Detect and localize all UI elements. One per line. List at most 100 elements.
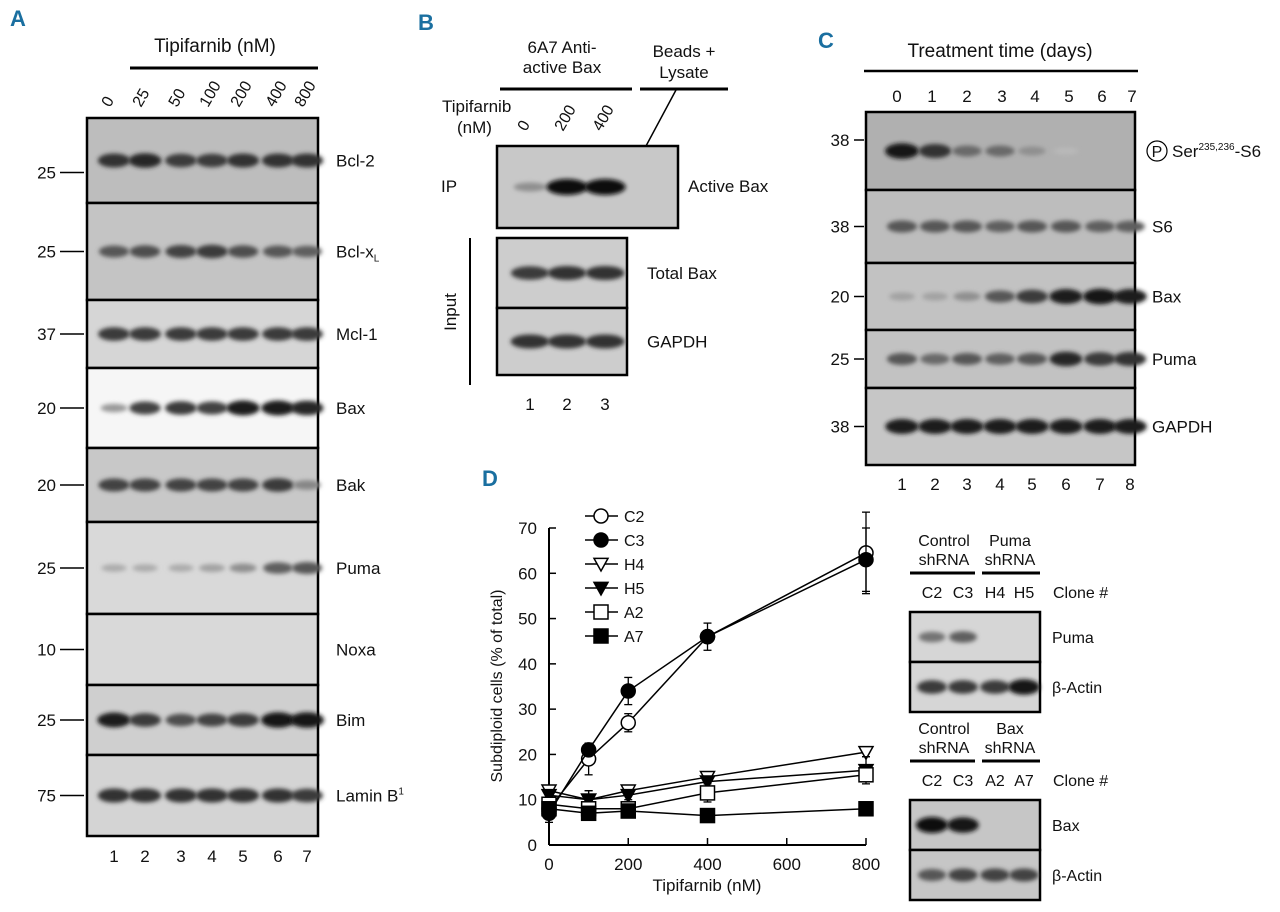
band (919, 220, 951, 233)
phospho-icon (1146, 140, 1168, 162)
clone-label: H4 (985, 585, 1006, 602)
data-point (858, 801, 874, 817)
concentration-label: 400 (263, 78, 291, 110)
blot-bak (85, 446, 321, 524)
clone-label: A2 (985, 773, 1005, 790)
band (165, 245, 197, 258)
band (510, 266, 550, 280)
blot-strip-c (864, 386, 1147, 467)
band (1049, 289, 1083, 304)
band (195, 788, 229, 803)
band (97, 788, 131, 803)
band (226, 153, 260, 168)
blot-strip-c (864, 261, 1147, 332)
band (952, 145, 982, 157)
panel-letter: C (818, 28, 834, 53)
blot-bcl-2 (85, 116, 324, 205)
band (227, 713, 259, 727)
blot-input (495, 306, 629, 377)
band (165, 153, 197, 168)
band (1049, 419, 1083, 434)
protein-label: Bim (336, 711, 365, 730)
group-label: Puma (989, 533, 1031, 550)
band (98, 327, 130, 341)
concentration-label: 0 (515, 118, 534, 134)
blot-active-bax (495, 144, 680, 230)
clone-label-header: Clone # (1053, 773, 1108, 790)
lane-number: 3 (600, 395, 609, 414)
data-point (620, 683, 636, 699)
phospho-symbol: P (1152, 144, 1163, 161)
band (951, 353, 983, 365)
legend-marker (592, 581, 610, 597)
legend-label: C3 (624, 533, 645, 550)
legend-marker (593, 604, 609, 620)
band (950, 419, 984, 434)
band (291, 327, 323, 341)
panel-letter: A (10, 6, 26, 31)
protein-label: Noxa (336, 641, 376, 660)
mw-marker: 25 (831, 350, 850, 369)
clone-label: C2 (922, 585, 943, 602)
mw-marker: 10 (37, 641, 56, 660)
band (584, 179, 626, 195)
band (888, 292, 916, 301)
group-label: Beads + (653, 42, 716, 61)
band (886, 353, 918, 365)
clone-label: A7 (1014, 773, 1034, 790)
protein-name: Puma (336, 559, 381, 578)
band (585, 266, 625, 280)
blot-noxa (85, 612, 320, 687)
protein-label: Bcl-2 (336, 152, 375, 171)
data-point (858, 767, 874, 783)
blot-bax (85, 366, 324, 450)
x-tick-label: 0 (544, 855, 553, 874)
protein-name: Bax (336, 399, 366, 418)
protein-suffix: -S6 (1235, 142, 1261, 161)
band (915, 817, 949, 833)
band (165, 401, 197, 415)
band (951, 220, 983, 233)
protein-label: Bax (1152, 288, 1182, 307)
band (292, 245, 322, 258)
band (129, 478, 161, 492)
group-label: shRNA (919, 552, 970, 569)
band (984, 290, 1016, 303)
group-label: Control (918, 721, 970, 738)
protein-name: Bak (336, 476, 366, 495)
band (290, 153, 324, 168)
mw-marker: 75 (37, 787, 56, 806)
concentration-label: 25 (130, 86, 154, 110)
protein-name: Bim (336, 711, 365, 730)
day-label: 0 (892, 87, 901, 106)
protein-name: Bcl-x (336, 243, 374, 262)
day-label: 1 (927, 87, 936, 106)
y-tick-label: 20 (518, 745, 537, 764)
group-label: shRNA (919, 740, 970, 757)
band (293, 480, 321, 490)
concentration-label: 200 (552, 102, 580, 134)
concentration-label: 800 (292, 78, 320, 110)
band (1083, 288, 1117, 305)
mw-marker: 20 (37, 476, 56, 495)
data-point (580, 805, 597, 822)
band (953, 292, 981, 301)
group-label: shRNA (985, 552, 1036, 569)
group-label: 6A7 Anti- (528, 38, 597, 57)
band (918, 144, 952, 158)
input-label: Input (441, 293, 460, 331)
protein-label: S6 (1152, 218, 1173, 237)
blot-strip-inset (908, 848, 1042, 902)
band (985, 353, 1015, 365)
blot-strip (85, 612, 320, 687)
data-point (857, 745, 875, 761)
band (196, 244, 228, 259)
legend-marker (593, 628, 609, 644)
band (547, 334, 587, 349)
lane-number: 4 (995, 475, 1004, 494)
band (917, 680, 947, 694)
mw-marker: 20 (831, 288, 850, 307)
protein-label: Active Bax (688, 177, 769, 196)
band (1016, 220, 1048, 233)
protein-label: Bcl-xL (336, 243, 380, 265)
